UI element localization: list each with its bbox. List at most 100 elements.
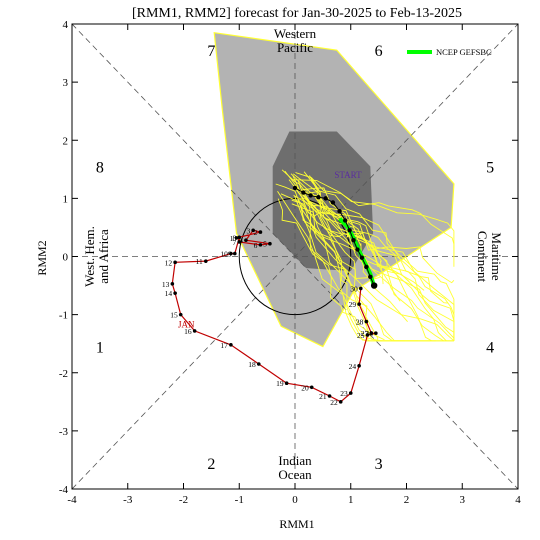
- ensemble-mean-end-point: [370, 282, 378, 289]
- observed-point: [338, 400, 343, 404]
- observed-point: [244, 238, 248, 243]
- ensemble-mean-point: [316, 195, 321, 200]
- ensemble-member-line: [293, 195, 455, 318]
- y-tick-label: 3: [63, 77, 69, 89]
- ensemble-mean-point: [323, 196, 328, 201]
- start-annotation: START: [334, 170, 362, 180]
- phase-number: 1: [96, 340, 104, 357]
- ensemble-mean-point: [368, 274, 373, 280]
- observed-day-label: 26: [365, 329, 373, 338]
- legend: NCEP GEFSBC: [407, 47, 492, 57]
- ensemble-member-line: [290, 173, 455, 341]
- ensemble-member-line: [309, 175, 455, 341]
- observed-day-label: 29: [349, 300, 357, 309]
- observed-point: [192, 329, 197, 333]
- phase-number: 7: [207, 43, 215, 60]
- observed-point: [369, 331, 374, 336]
- ensemble-mean-point: [308, 193, 313, 198]
- legend-label: NCEP GEFSBC: [436, 47, 492, 57]
- observed-point: [173, 291, 177, 295]
- observed-point: [229, 343, 233, 347]
- observed-day-label: 5: [263, 240, 267, 249]
- y-axis-label: RMM2: [35, 240, 49, 275]
- region-label-indian-ocean: Ocean: [278, 467, 312, 482]
- region-label-maritime-continent: Maritime: [489, 232, 504, 281]
- y-tick-label: -2: [59, 368, 68, 380]
- observed-day-label: 14: [165, 289, 173, 298]
- region-label-maritime-continent: Continent: [475, 231, 490, 283]
- region-label-indian-ocean: Indian: [278, 453, 312, 468]
- ensemble-member-line: [295, 172, 455, 257]
- y-tick-label: 2: [63, 135, 69, 147]
- observed-point: [327, 394, 332, 398]
- ensemble-member-line: [275, 183, 455, 342]
- ensemble-member-line: [310, 177, 455, 313]
- observed-point: [258, 230, 263, 234]
- observed-point: [229, 251, 233, 256]
- ensemble-member-line: [280, 193, 455, 341]
- observed-point: [348, 391, 353, 395]
- observed-point: [258, 243, 263, 247]
- x-tick-label: 1: [348, 494, 354, 506]
- phase-number: 5: [486, 159, 494, 176]
- phase-number: 6: [375, 43, 383, 60]
- observed-point: [284, 381, 289, 386]
- phase-number: 3: [375, 456, 383, 473]
- y-tick-label: -3: [59, 426, 69, 438]
- y-tick-label: 0: [63, 252, 69, 264]
- region-label-west-hem-africa: West. Hem.: [82, 226, 97, 287]
- observed-point: [237, 235, 242, 240]
- observed-point: [364, 319, 369, 324]
- observed-day-label: 16: [184, 327, 192, 336]
- observed-day-label: 10: [220, 250, 228, 259]
- observed-point: [237, 240, 242, 244]
- ensemble-mean-point: [301, 190, 306, 195]
- observed-day-label: 18: [248, 360, 256, 369]
- observed-point: [251, 228, 255, 233]
- observed-point: [268, 241, 272, 246]
- observed-day-label: 12: [165, 258, 173, 267]
- observed-day-label: 20: [301, 383, 309, 392]
- phase-number: 8: [96, 159, 104, 176]
- ensemble-mean-point: [351, 238, 356, 243]
- ensemble-mean-point: [337, 208, 342, 214]
- observed-day-label: 1: [230, 234, 234, 243]
- chart-title: [RMM1, RMM2] forecast for Jan-30-2025 to…: [132, 6, 462, 21]
- observed-point: [232, 251, 237, 256]
- observed-day-label: 8: [233, 233, 237, 242]
- ensemble-mean-point: [355, 247, 360, 252]
- observed-point: [256, 362, 261, 366]
- jan-annotation: JAN: [178, 319, 195, 329]
- observed-day-label: 28: [356, 318, 364, 327]
- unit-circle: [238, 197, 352, 316]
- x-tick-label: 2: [404, 494, 410, 506]
- observed-day-label: 15: [170, 311, 178, 320]
- observed-day-label: 2: [254, 228, 258, 237]
- x-tick-label: 4: [515, 494, 521, 506]
- observed-point: [357, 363, 361, 368]
- observed-day-label: 19: [276, 379, 284, 388]
- observed-point: [358, 286, 363, 291]
- observed-day-label: 21: [319, 392, 327, 401]
- x-axis-label: RMM1: [279, 517, 314, 531]
- ensemble-member-line: [308, 203, 405, 342]
- phase-number: 2: [207, 456, 215, 473]
- region-label-western-pacific: Western: [274, 26, 317, 41]
- ensemble-member-tracks: [275, 169, 455, 342]
- observed-track: 1234567891011121314151617181920212223242…: [162, 226, 378, 407]
- ensemble-member-line: [299, 187, 401, 302]
- ensemble-member-line: [291, 199, 455, 341]
- observed-day-label: 30: [350, 284, 358, 293]
- ensemble-mean-point: [347, 228, 352, 233]
- observed-day-label: 25: [357, 331, 365, 340]
- ensemble-mean-track: [292, 185, 378, 289]
- phase-guides: [72, 24, 518, 489]
- observed-day-label: 22: [330, 398, 338, 407]
- ensemble-member-line: [292, 174, 448, 304]
- observed-point: [178, 312, 183, 317]
- observed-point: [365, 333, 370, 337]
- observed-day-label: 11: [196, 257, 203, 266]
- observed-day-label: 7: [233, 238, 237, 247]
- y-tick-label: 1: [63, 193, 69, 205]
